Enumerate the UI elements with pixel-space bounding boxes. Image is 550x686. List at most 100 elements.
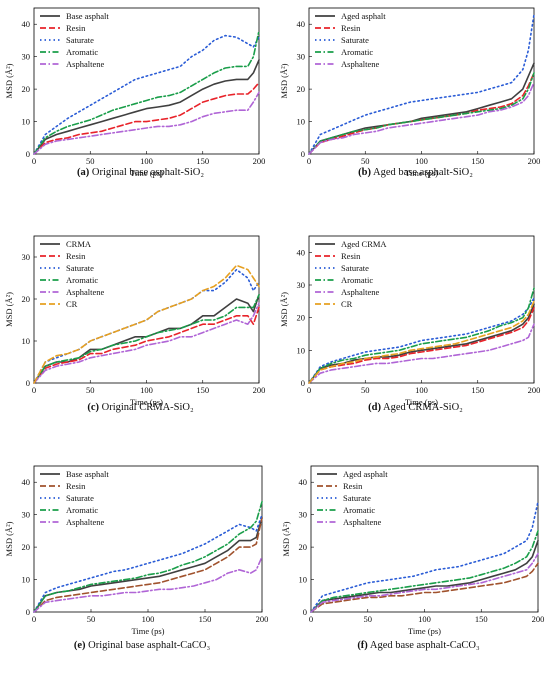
x-tick-label: 100: [142, 614, 155, 624]
y-tick-label: 30: [299, 510, 308, 520]
legend-label: Aged asphalt: [341, 11, 386, 21]
x-tick-label: 50: [86, 156, 95, 166]
legend-label: Aromatic: [66, 505, 98, 515]
y-tick-label: 0: [26, 378, 30, 388]
legend-label: Asphaltene: [66, 287, 104, 297]
y-tick-label: 20: [22, 294, 31, 304]
x-tick-label: 0: [309, 614, 313, 624]
panel-caption: (c) Original CRMA-SiO₂: [87, 402, 194, 413]
y-tick-label: 10: [22, 117, 31, 127]
x-tick-label: 150: [196, 385, 209, 395]
series-line-aged-crma: [308, 303, 535, 384]
panel-d: 0 50 100 150 200 0 10 20 30 40 Time (ps) MSD (Å²) Ag…: [279, 235, 540, 413]
y-axis-label: MSD (Å²): [4, 63, 14, 98]
y-tick-label: 20: [297, 313, 306, 323]
y-tick-label: 40: [297, 247, 306, 257]
legend-label: Resin: [66, 251, 86, 261]
panel-c: 0 50 100 150 200 0 10 20 30 Time (ps) MSD (Å²) CRMA…: [4, 235, 266, 413]
caption-text: Aged CRMA-SiO₂: [383, 402, 463, 413]
x-tick-label: 200: [253, 385, 266, 395]
y-tick-label: 20: [299, 542, 308, 552]
legend-label: Aromatic: [66, 47, 98, 57]
y-tick-label: 30: [22, 510, 31, 520]
y-tick-label: 40: [22, 19, 31, 29]
x-tick-label: 50: [361, 156, 370, 166]
caption-letter: (b): [358, 167, 371, 178]
caption-letter: (a): [77, 167, 90, 178]
series-line-saturate: [308, 13, 535, 155]
legend-label: CR: [66, 299, 78, 309]
y-tick-label: 30: [22, 52, 31, 62]
legend-label: CR: [341, 299, 353, 309]
legend-label: Saturate: [343, 493, 371, 503]
x-tick-label: 0: [32, 156, 36, 166]
y-tick-label: 10: [297, 345, 306, 355]
legend-label: Aromatic: [343, 505, 375, 515]
series-line-base-asphalt: [33, 59, 260, 155]
x-tick-label: 150: [471, 385, 484, 395]
x-tick-label: 50: [87, 614, 96, 624]
caption-text: Aged base asphalt-CaCO₃: [370, 640, 480, 651]
series-line-saturate: [310, 500, 539, 613]
panel-caption: (a) Original base asphalt-SiO₂: [77, 167, 204, 178]
series-line-asphaltene: [310, 552, 539, 613]
series-line-cr: [308, 300, 535, 384]
x-axis-label: Time (ps): [405, 397, 438, 407]
series-line-crma: [33, 293, 260, 384]
legend-label: Saturate: [341, 263, 369, 273]
y-tick-label: 30: [297, 52, 306, 62]
caption-text: Original base asphalt-CaCO₃: [88, 640, 210, 651]
y-tick-label: 10: [299, 575, 308, 585]
legend-label: Aromatic: [66, 275, 98, 285]
series-line-base-asphalt: [33, 517, 263, 613]
legend-label: Asphaltene: [341, 287, 379, 297]
panel-a: 0 50 100 150 200 0 10 20 30 40 Time (ps) MSD (Å²) Ba…: [4, 7, 265, 178]
series-line-aromatic: [310, 530, 539, 613]
series-line-asphaltene: [33, 555, 263, 613]
series-line-aromatic: [308, 287, 535, 384]
legend-label: Asphaltene: [66, 59, 104, 69]
legend-label: Asphaltene: [341, 59, 379, 69]
panel-b: 0 50 100 150 200 0 10 20 30 40 Time (ps) MSD (Å²) Ag…: [279, 7, 540, 178]
legend-label: Aromatic: [341, 47, 373, 57]
x-axis-label: Time (ps): [405, 168, 438, 178]
x-tick-label: 100: [415, 385, 428, 395]
caption-text: Aged base asphalt-SiO₂: [373, 167, 473, 178]
legend-label: Base asphalt: [66, 469, 109, 479]
y-axis-label: MSD (Å²): [281, 521, 291, 556]
x-axis-label: Time (ps): [132, 626, 165, 636]
legend-label: Resin: [66, 481, 86, 491]
y-tick-label: 0: [303, 607, 307, 617]
y-tick-label: 0: [26, 149, 30, 159]
series-line-saturate: [308, 297, 535, 384]
caption-text: Original base asphalt-SiO₂: [92, 167, 204, 178]
legend-label: Aromatic: [341, 275, 373, 285]
legend-label: Saturate: [341, 35, 369, 45]
series-line-aged-asphalt: [310, 539, 539, 613]
series-line-resin: [33, 306, 260, 384]
series-line-resin: [33, 517, 263, 613]
caption-letter: (e): [74, 640, 86, 651]
legend-label: Aged asphalt: [343, 469, 388, 479]
y-tick-label: 40: [297, 19, 306, 29]
series-line-resin: [33, 81, 260, 155]
y-tick-label: 20: [22, 542, 31, 552]
legend-label: Resin: [341, 23, 361, 33]
legend-label: Saturate: [66, 493, 94, 503]
y-tick-label: 0: [301, 378, 305, 388]
panel-caption: (f) Aged base asphalt-CaCO₃: [357, 640, 480, 651]
x-tick-label: 50: [364, 614, 373, 624]
y-tick-label: 40: [299, 477, 308, 487]
y-tick-label: 10: [22, 336, 31, 346]
y-tick-label: 10: [22, 575, 31, 585]
series-line-asphaltene: [33, 302, 260, 384]
series-line-asphaltene: [308, 81, 535, 155]
y-axis-label: MSD (Å²): [4, 521, 14, 556]
legend-label: Base asphalt: [66, 11, 109, 21]
y-axis-label: MSD (Å²): [279, 63, 289, 98]
caption-letter: (c): [87, 402, 99, 413]
x-axis-label: Time (ps): [408, 626, 441, 636]
legend-label: Asphaltene: [66, 517, 104, 527]
y-tick-label: 20: [297, 84, 306, 94]
x-tick-label: 100: [415, 156, 428, 166]
